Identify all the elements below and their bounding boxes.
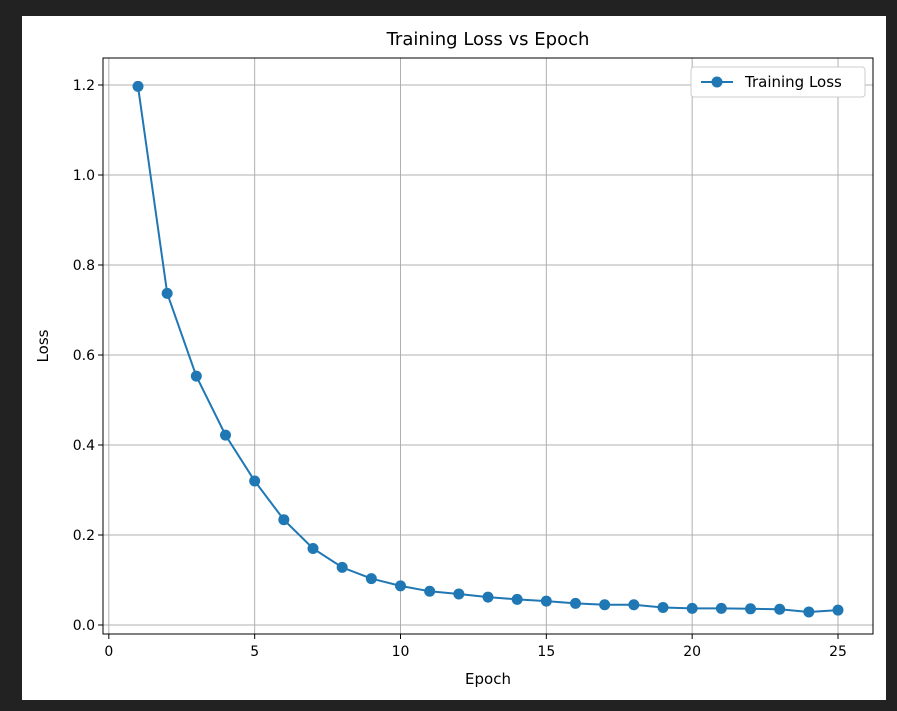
data-point (365, 573, 377, 585)
data-point (132, 80, 144, 92)
series-markers (132, 80, 844, 618)
data-point (336, 561, 348, 573)
series-line-training-loss (137, 86, 839, 614)
data-point (832, 604, 844, 616)
x-tick-label: 25 (829, 644, 847, 660)
grid-lines (103, 58, 873, 634)
data-point (803, 606, 815, 618)
data-point (715, 602, 727, 614)
chart-title: Training Loss vs Epoch (386, 29, 590, 50)
x-tick-label: 10 (392, 644, 410, 660)
data-point (511, 593, 523, 605)
data-point (540, 595, 552, 607)
data-point (220, 429, 231, 441)
data-point (307, 543, 319, 554)
legend-box (690, 66, 866, 98)
chart-figure: Training Loss vs Epoch 0 5 10 15 20 25 0.0 0.2… (22, 16, 886, 700)
x-axis: 0 5 10 15 20 25 (104, 634, 847, 660)
y-axis-label: Loss (34, 329, 52, 362)
data-point (482, 591, 494, 603)
data-point (686, 602, 698, 614)
y-tick-label: 0.8 (73, 258, 95, 274)
x-axis-label: Epoch (465, 670, 511, 688)
data-point (424, 585, 436, 597)
y-tick-label: 0.6 (73, 348, 95, 364)
y-tick-label: 0.4 (73, 438, 95, 454)
data-point (745, 603, 756, 615)
data-point (190, 370, 202, 382)
legend-label: Training Loss (744, 73, 842, 91)
x-tick-label: 5 (250, 644, 259, 660)
y-tick-label: 1.0 (73, 168, 95, 184)
data-point (657, 601, 669, 613)
plot-area (102, 57, 874, 635)
y-tick-label: 1.2 (73, 78, 95, 94)
y-axis: 0.0 0.2 0.4 0.6 0.8 1.0 1.2 (73, 78, 103, 634)
legend-marker-icon (711, 76, 723, 88)
data-point (395, 580, 406, 592)
y-tick-label: 0.0 (73, 618, 95, 634)
data-point (453, 588, 465, 600)
x-tick-label: 15 (537, 644, 555, 660)
data-point (161, 287, 173, 299)
line-chart: Training Loss vs Epoch 0 5 10 15 20 25 0.0 0.2… (34, 29, 874, 688)
legend: Training Loss (690, 66, 866, 98)
data-point (774, 603, 786, 615)
x-tick-label: 0 (104, 644, 113, 660)
data-point (249, 475, 261, 487)
y-tick-label: 0.2 (73, 528, 95, 544)
x-tick-label: 20 (683, 644, 701, 660)
data-point (570, 597, 581, 609)
data-point (599, 599, 611, 611)
data-point (628, 599, 640, 611)
data-point (278, 514, 290, 526)
